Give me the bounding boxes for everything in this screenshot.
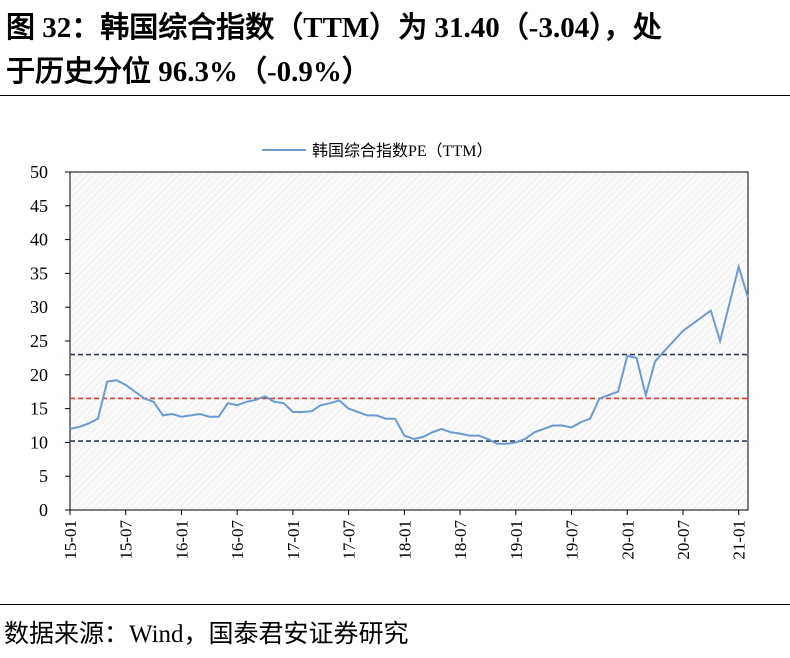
x-tick-label: 17-01 [284, 520, 303, 560]
x-tick-label: 16-07 [228, 520, 247, 560]
y-tick-label: 50 [30, 162, 48, 182]
x-tick-label: 15-07 [117, 520, 136, 560]
title-line-2: 于历史分位 96.3%（-0.9%） [6, 56, 371, 88]
legend-label: 韩国综合指数PE（TTM） [312, 142, 492, 160]
plot-area [69, 171, 749, 511]
y-tick-label: 35 [30, 263, 48, 283]
y-tick-label: 10 [30, 432, 48, 452]
x-tick-label: 19-01 [507, 520, 526, 560]
y-tick-label: 5 [39, 466, 48, 486]
chart: 0 5 10 15 20 25 30 35 40 45 50 15-01 15-07 16-01 16-07… [30, 142, 749, 560]
y-tick-label: 15 [30, 399, 48, 419]
x-tick-label: 15-01 [61, 520, 80, 560]
title-rule [0, 95, 790, 96]
title-line-1: 图 32：韩国综合指数（TTM）为 31.40（-3.04），处 [6, 12, 662, 44]
x-tick-label: 18-01 [395, 520, 414, 560]
y-tick-label: 0 [39, 500, 48, 520]
x-tick-label: 18-07 [451, 520, 470, 560]
y-tick-label: 40 [30, 230, 48, 250]
y-tick-label: 20 [30, 365, 48, 385]
x-tick-label: 20-07 [674, 520, 693, 560]
x-tick-label: 20-01 [618, 520, 637, 560]
x-tick-label: 16-01 [172, 520, 191, 560]
x-tick-label: 19-07 [563, 520, 582, 560]
x-tick-label: 17-07 [340, 520, 359, 560]
source-rule [0, 604, 790, 605]
x-tick-label: 21-01 [730, 520, 749, 560]
y-tick-label: 45 [30, 196, 48, 216]
line-series [69, 262, 749, 445]
source: 数据来源：Wind，国泰君安证券研究 [4, 621, 409, 648]
y-tick-label: 25 [30, 331, 48, 351]
y-tick-label: 30 [30, 297, 48, 317]
